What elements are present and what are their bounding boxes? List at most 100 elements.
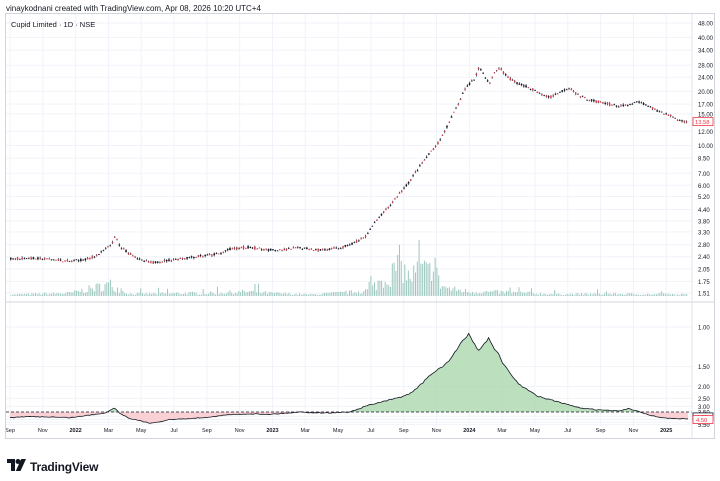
candle-body [73,260,75,262]
volume-bars [10,240,688,296]
volume-bar [191,291,193,296]
volume-bar [370,275,372,296]
volume-bar [59,293,61,296]
volume-bar [413,265,415,296]
candle-body [412,175,414,177]
volume-bar [231,292,233,296]
time-tick-label: Nov [38,428,48,434]
volume-bar [513,291,515,296]
volume-bar [254,283,256,296]
volume-bar [673,294,675,296]
candle-body [606,102,609,104]
volume-bar [518,287,520,296]
candle-body [421,162,423,164]
volume-bar [234,292,236,296]
candle-body [500,68,503,70]
candle-body [222,251,225,253]
candle-body [602,102,604,104]
volume-bar [511,293,513,296]
candle-body [362,237,365,239]
candle-body [281,249,283,251]
volume-bar [602,294,604,296]
volume-bar [548,294,550,296]
candle-body [448,121,451,123]
price-tick-label: 15.00 [698,112,714,118]
time-tick-label: Sep [202,428,212,434]
volume-bar [282,293,284,296]
candle-body [77,260,80,262]
price-tick-label: 10.00 [698,144,714,150]
volume-bar [24,293,26,296]
candle-body [534,90,536,91]
candle-body [55,259,57,261]
time-axis[interactable]: Sep Nov 2022 Mar May Jul Sep Nov 2023 Mar May Jul Se… [5,428,672,434]
volume-bar [397,255,399,296]
candle-body [538,92,541,94]
indicator-tick-label: 2.50 [698,397,710,403]
candle-body [127,252,130,254]
time-tick-label: Nov [432,428,442,434]
volume-bar [575,293,577,296]
candle-body [371,225,374,227]
price-tick-label: 4.40 [698,208,710,214]
volume-bar [252,290,254,296]
candle-body [430,150,432,152]
time-tick-label: May [333,428,344,434]
candle-body [633,102,636,104]
volume-bar [293,294,295,296]
volume-bar [140,288,142,296]
volume-bar [497,290,499,296]
candle-body [315,249,317,251]
price-axis[interactable]: 48.00 40.00 34.00 28.00 24.00 20.00 17.00 15.00… [692,22,714,298]
candle-body [586,99,588,101]
candle-body [14,258,17,260]
volume-bar [509,287,511,296]
candle-body [217,253,220,255]
candle-body [556,93,559,95]
chart-frame[interactable]: 48.00 40.00 34.00 28.00 24.00 20.00 17.00 15.00… [5,13,715,439]
volume-bar [218,294,220,296]
candle-body [434,146,437,147]
volume-bar [43,292,45,296]
tradingview-brand[interactable]: TradingView [7,458,98,476]
volume-bar [31,293,33,296]
time-tick-label: Sep [6,428,15,434]
candle-body [462,93,464,94]
volume-bar [611,294,613,296]
chart-canvas[interactable]: 48.00 40.00 34.00 28.00 24.00 20.00 17.00 15.00… [5,14,714,438]
candle-body [349,244,351,246]
volume-bar [629,293,631,296]
volume-bar [684,294,686,296]
time-tick-label: Jul [171,428,178,434]
candle-body [475,73,478,76]
volume-bar [566,293,568,296]
volume-bar [552,294,554,296]
volume-bar [65,292,67,296]
candle-body [443,131,446,132]
indicator-axis[interactable]: 1.001.502.002.503.003.504.004.505.005.50… [692,326,714,429]
volume-bar [79,291,81,296]
candle-body [23,258,26,260]
candle-body [527,87,530,89]
volume-bar [111,287,113,296]
price-tick-label: 40.00 [698,36,714,42]
volume-bar [404,264,406,296]
volume-bar [324,292,326,296]
volume-bar [557,293,559,296]
candle-body [272,249,274,251]
candle-body [193,257,195,259]
volume-bar [372,285,374,296]
volume-bar [463,291,465,296]
volume-bar [52,292,54,296]
volume-bar [597,289,599,296]
volume-bar [336,291,338,296]
time-tick-label: 2022 [69,428,81,434]
candle-body [608,103,611,106]
candle-body [358,240,360,242]
volume-bar [216,286,218,296]
volume-bar [233,294,235,296]
candle-body [294,247,297,249]
volume-bar [117,287,119,296]
price-tick-label: 3.80 [698,219,710,225]
volume-bar [281,293,283,296]
